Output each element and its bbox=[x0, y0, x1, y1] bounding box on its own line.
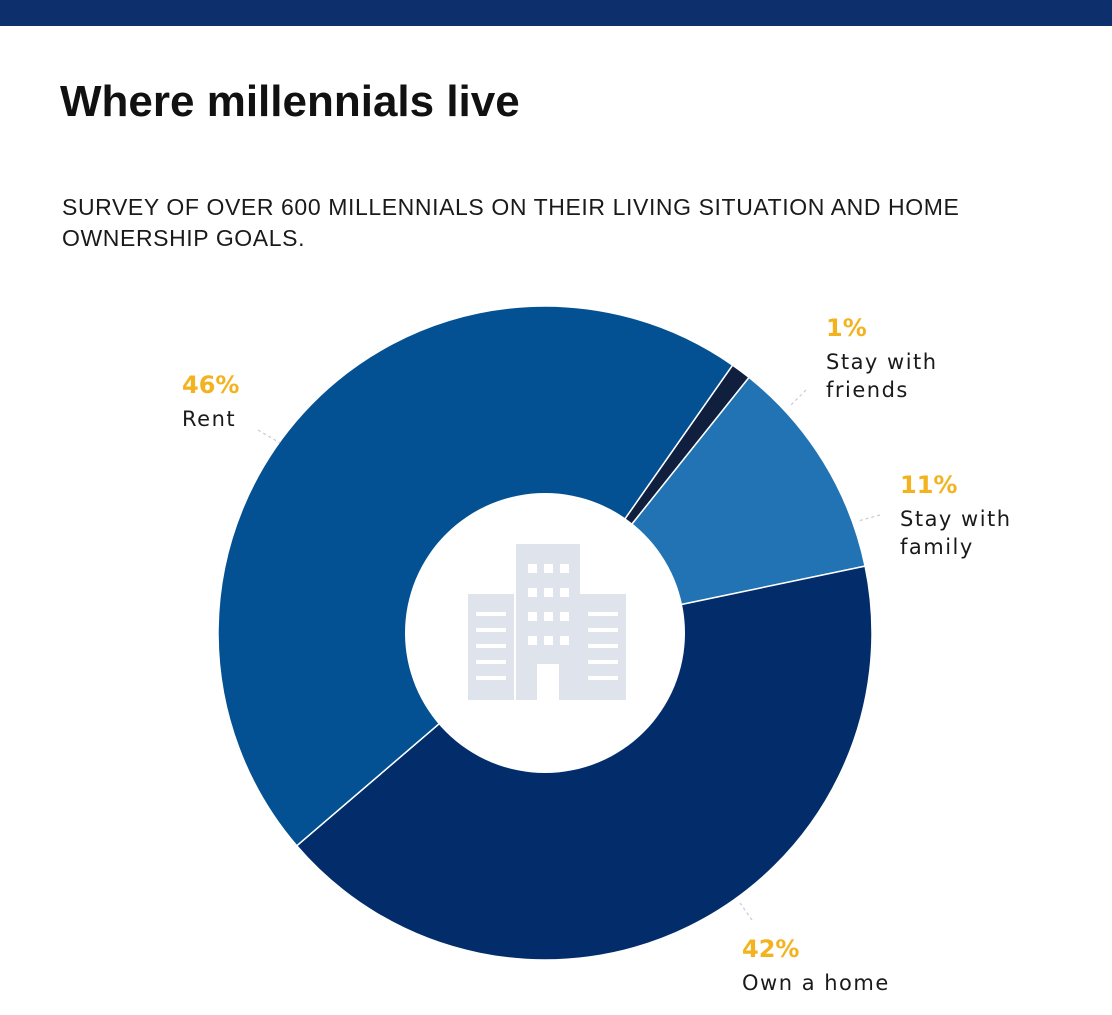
slice-value-stay-with-family: 11% bbox=[900, 471, 957, 499]
slice-value-stay-with-friends: 1% bbox=[826, 314, 867, 342]
slice-label-stay-with-friends: friends bbox=[826, 378, 909, 402]
building-door bbox=[537, 664, 559, 700]
building-right-stripe bbox=[588, 628, 618, 632]
leader-lines bbox=[257, 389, 881, 921]
building-right-stripe bbox=[588, 676, 618, 680]
building-window bbox=[544, 612, 553, 621]
leader-rent bbox=[257, 429, 281, 444]
slice-label-stay-with-friends: Stay with bbox=[826, 350, 938, 374]
building-window bbox=[560, 588, 569, 597]
building-left-stripe bbox=[476, 612, 506, 616]
building-window bbox=[560, 636, 569, 645]
building-left-stripe bbox=[476, 628, 506, 632]
top-bar bbox=[0, 0, 1112, 26]
building-window bbox=[528, 636, 537, 645]
leader-stay-with-friends bbox=[789, 389, 807, 407]
building-window bbox=[544, 636, 553, 645]
page-title: Where millennials live bbox=[60, 77, 520, 126]
slice-label-stay-with-family: family bbox=[900, 535, 974, 559]
building-right-stripe bbox=[588, 612, 618, 616]
slice-label-rent: Rent bbox=[182, 407, 236, 431]
building-window bbox=[560, 564, 569, 573]
leader-stay-with-family bbox=[857, 514, 881, 522]
building-left-stripe bbox=[476, 660, 506, 664]
building-window bbox=[544, 564, 553, 573]
building-icon bbox=[468, 544, 626, 700]
building-left-stripe bbox=[476, 644, 506, 648]
building-window bbox=[528, 588, 537, 597]
building-right-stripe bbox=[588, 660, 618, 664]
building-window bbox=[544, 588, 553, 597]
leader-own-a-home bbox=[739, 902, 753, 921]
building-window bbox=[560, 612, 569, 621]
slice-labels: 1% Stay with friends 11% Stay with family 42% O… bbox=[182, 314, 1012, 995]
building-right-stripe bbox=[588, 644, 618, 648]
slice-value-own-a-home: 42% bbox=[742, 935, 799, 963]
slice-label-stay-with-family: Stay with bbox=[900, 507, 1012, 531]
slice-value-rent: 46% bbox=[182, 371, 239, 399]
building-left-stripe bbox=[476, 676, 506, 680]
slice-label-own-a-home: Own a home bbox=[742, 971, 890, 995]
building-window bbox=[528, 564, 537, 573]
page-subtitle: SURVEY OF OVER 600 MILLENNIALS ON THEIR … bbox=[62, 194, 960, 251]
building-window bbox=[528, 612, 537, 621]
